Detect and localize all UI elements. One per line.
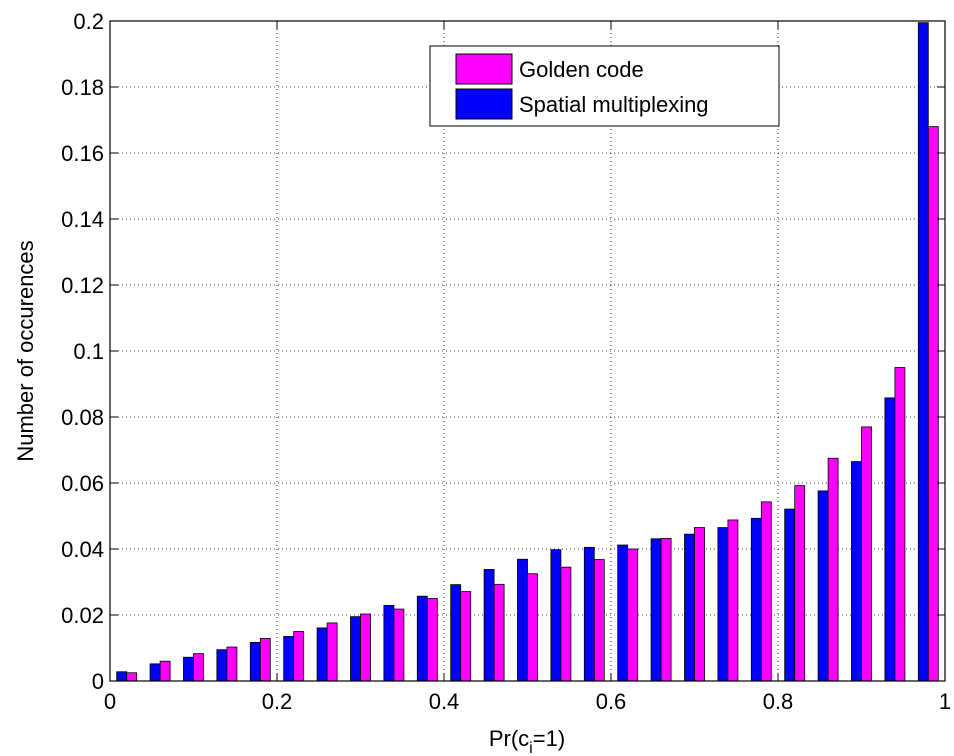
bar-spatial-multiplexing (884, 397, 896, 682)
bar-spatial-multiplexing (149, 663, 161, 682)
bar-golden-code (861, 426, 872, 682)
y-tick-label: 0.2 (73, 9, 104, 34)
bar-spatial-multiplexing (450, 584, 462, 682)
legend: Golden code Spatial multiplexing (429, 45, 780, 127)
bar-golden-code (694, 527, 705, 682)
bar-spatial-multiplexing (750, 517, 762, 682)
bar-spatial-multiplexing (717, 527, 729, 682)
bar-golden-code (259, 638, 271, 682)
legend-swatch-golden-code (455, 53, 513, 85)
y-tick-label: 0.04 (61, 537, 104, 562)
legend-swatch-spatial-multiplexing (455, 88, 513, 120)
bar-spatial-multiplexing (583, 546, 595, 682)
bar-golden-code (159, 660, 171, 682)
bar-golden-code (193, 653, 204, 682)
bar-spatial-multiplexing (784, 508, 796, 682)
bar-golden-code (593, 559, 605, 682)
bar-spatial-multiplexing (483, 569, 495, 682)
bar-spatial-multiplexing (383, 605, 395, 682)
bar-golden-code (794, 485, 806, 682)
legend-label-spatial-multiplexing: Spatial multiplexing (519, 92, 709, 117)
axis-ticks: 0 0.2 0.4 0.6 0.8 1 0 0.02 0.04 0.06 0.08 0.1 0.12 0.… (61, 9, 951, 714)
bar-spatial-multiplexing (517, 558, 528, 682)
bar-golden-code (393, 608, 405, 682)
bar-spatial-multiplexing (249, 641, 261, 682)
bar-golden-code (827, 457, 839, 682)
bar-golden-code (894, 367, 906, 682)
bar-spatial-multiplexing (617, 544, 629, 682)
bars (116, 22, 939, 682)
x-tick-label: 0.2 (262, 689, 293, 714)
bar-spatial-multiplexing (183, 656, 194, 682)
legend-label-golden-code: Golden code (519, 57, 644, 82)
bar-golden-code (727, 519, 739, 682)
y-tick-label: 0.02 (61, 603, 104, 628)
bar-golden-code (326, 622, 338, 682)
y-tick-label: 0.14 (61, 207, 104, 232)
bar-spatial-multiplexing (116, 671, 128, 682)
x-tick-label: 0 (104, 689, 116, 714)
bar-spatial-multiplexing (550, 549, 562, 682)
x-tick-label: 1 (939, 689, 951, 714)
bar-spatial-multiplexing (917, 22, 929, 682)
bar-spatial-multiplexing (851, 461, 862, 682)
bar-golden-code (493, 583, 505, 682)
bar-golden-code (293, 631, 305, 682)
bar-spatial-multiplexing (684, 533, 695, 682)
x-axis-label: Pr(ci=1) (489, 726, 565, 756)
bar-golden-code (560, 566, 572, 682)
bar-golden-code (627, 548, 639, 682)
x-tick-label: 0.6 (596, 689, 627, 714)
bar-spatial-multiplexing (416, 595, 428, 682)
bar-golden-code (927, 126, 939, 682)
x-tick-label: 0.4 (429, 689, 460, 714)
bar-spatial-multiplexing (316, 627, 328, 682)
bar-golden-code (226, 646, 238, 682)
bar-golden-code (760, 501, 772, 682)
bar-spatial-multiplexing (817, 490, 829, 682)
x-tick-label: 0.8 (763, 689, 794, 714)
y-tick-label: 0.12 (61, 273, 104, 298)
bar-spatial-multiplexing (650, 538, 662, 682)
y-tick-label: 0.08 (61, 405, 104, 430)
bar-spatial-multiplexing (216, 649, 228, 682)
bar-golden-code (426, 598, 438, 682)
bar-spatial-multiplexing (283, 636, 295, 682)
bar-golden-code (360, 613, 371, 682)
bar-spatial-multiplexing (350, 616, 361, 682)
y-tick-label: 0 (92, 669, 104, 694)
y-tick-label: 0.1 (73, 339, 104, 364)
bar-golden-code (527, 573, 538, 682)
bar-golden-code (460, 591, 472, 682)
bar-golden-code (660, 538, 672, 682)
bar-golden-code (126, 672, 138, 682)
y-tick-label: 0.16 (61, 141, 104, 166)
y-tick-label: 0.06 (61, 471, 104, 496)
y-axis-label: Number of occurences (13, 240, 38, 461)
y-tick-label: 0.18 (61, 75, 104, 100)
